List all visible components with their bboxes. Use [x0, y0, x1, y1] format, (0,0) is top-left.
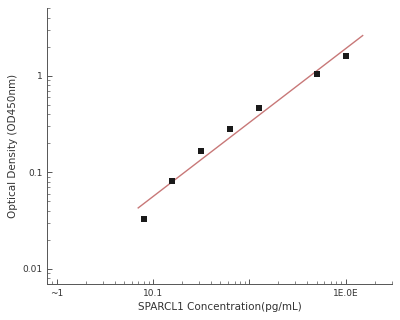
X-axis label: SPARCL1 Concentration(pg/mL): SPARCL1 Concentration(pg/mL) — [138, 302, 302, 312]
Y-axis label: Optical Density (OD450nm): Optical Density (OD450nm) — [8, 74, 18, 218]
Point — [226, 126, 233, 132]
Point — [342, 53, 349, 59]
Point — [314, 72, 320, 77]
Point — [198, 149, 204, 154]
Point — [256, 106, 262, 111]
Point — [140, 216, 147, 221]
Point — [168, 178, 175, 183]
